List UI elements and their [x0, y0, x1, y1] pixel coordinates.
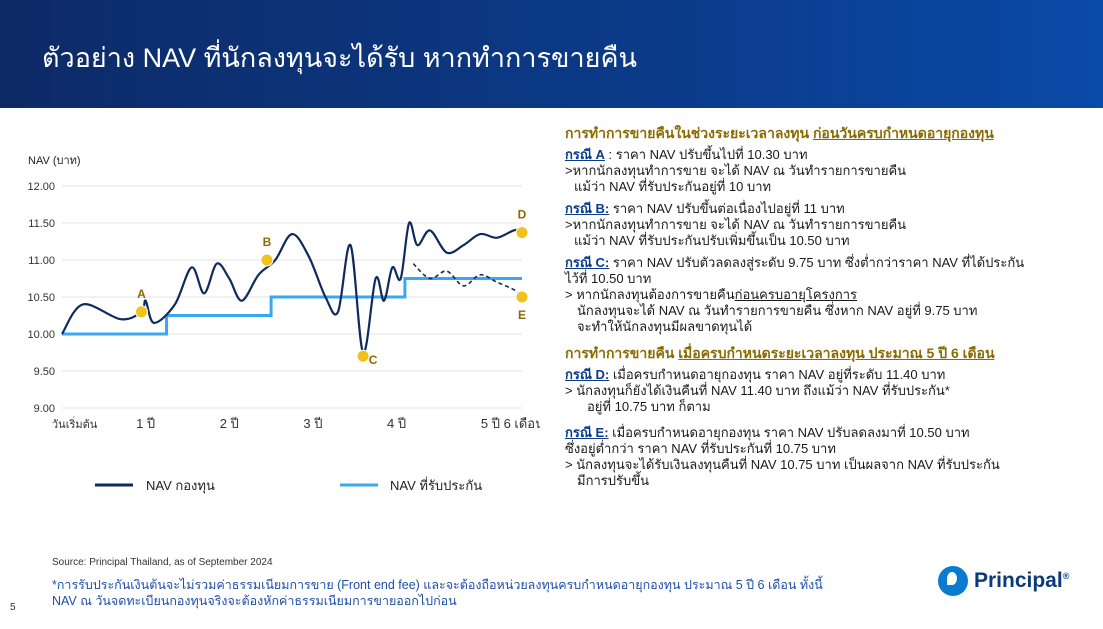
source-note: Source: Principal Thailand, as of Septem…	[52, 557, 273, 568]
legend-nav-fund-label: NAV กองทุน	[146, 478, 215, 494]
principal-logo-icon	[938, 566, 968, 596]
scenario-e-dashed-line	[412, 263, 523, 298]
case-d-detail: > นักลงทุนก็ยังได้เงินคืนที่ NAV 11.40 บ…	[565, 383, 950, 398]
case-b-detail-2: แม้ว่า NAV ที่รับประกันปรับเพิ่มขึ้นเป็น…	[574, 233, 850, 248]
point-a-label: A	[137, 287, 146, 301]
page-number: 5	[10, 602, 16, 613]
logo-registered-mark: ®	[1062, 571, 1070, 581]
explanation-panel: การทำการขายคืนในช่วงระยะเวลาลงทุน ก่อนวั…	[565, 125, 1075, 489]
y-tick-label: 10.50	[27, 292, 55, 304]
series-nav-guaranteed-line	[62, 277, 522, 336]
case-e-detail-2: > นักลงทุนจะได้รับเงินลงทุนคืนที่ NAV 10…	[565, 457, 1000, 472]
legend: NAV กองทุน NAV ที่รับประกัน	[95, 477, 482, 494]
y-tick-label: 11.00	[28, 255, 55, 267]
x-tick-label: 1 ปี	[136, 416, 155, 431]
case-a-detail: >หากนักลงทุนทำการขาย จะได้ NAV ณ วันทำรา…	[565, 163, 907, 178]
point-c-label: C	[369, 353, 378, 367]
case-e-detail: ซึ่งอยู่ต่ำกว่า ราคา NAV ที่รับประกันที่…	[565, 441, 836, 456]
x-tick-label: 5 ปี 6 เดือน	[481, 416, 540, 431]
case-a-detail-2: แม้ว่า NAV ที่รับประกันอยู่ที่ 10 บาท	[574, 179, 772, 194]
y-tick-label: 12.00	[27, 181, 55, 193]
case-b-line: กรณี B: ราคา NAV ปรับขึ้นต่อเนื่องไปอยู่…	[565, 201, 845, 216]
case-c-label: กรณี C:	[565, 255, 610, 270]
section-at-maturity-heading: การทำการขายคืน เมื่อครบกำหนดระยะเวลาลงทุ…	[565, 345, 995, 361]
y-tick-label: 11.50	[28, 218, 55, 230]
footnote-line-1: *การรับประกันเงินต้นจะไม่รวมค่าธรรมเนียม…	[52, 578, 823, 592]
x-tick-label: 4 ปี	[387, 416, 406, 431]
point-d-label: D	[518, 208, 527, 222]
point-b-label: B	[263, 235, 272, 249]
guarantee-footnote: *การรับประกันเงินต้นจะไม่รวมค่าธรรมเนียม…	[52, 577, 823, 609]
x-tick-label: วันเริ่มต้น	[52, 416, 98, 431]
case-d-label: กรณี D:	[565, 367, 610, 382]
case-e-label: กรณี E:	[565, 425, 609, 440]
case-d-detail-2: อยู่ที่ 10.75 บาท ก็ตาม	[587, 399, 711, 414]
footnote-line-2: NAV ณ วันจดทะเบียนกองทุนจริงจะต้องหักค่า…	[52, 594, 457, 608]
case-c-detail: ไว้ที่ 10.50 บาท	[565, 271, 652, 286]
point-d-marker	[515, 226, 529, 240]
legend-nav-guaranteed-label: NAV ที่รับประกัน	[390, 477, 482, 493]
case-b-detail: >หากนักลงทุนทำการขาย จะได้ NAV ณ วันทำรา…	[565, 217, 907, 232]
case-c-detail-2: > หากนักลงทุนต้องการขายคืนก่อนครบอายุโคร…	[565, 287, 857, 302]
point-e-marker	[515, 290, 529, 304]
case-d-line: กรณี D: เมื่อครบกำหนดอายุกองทุน ราคา NAV…	[565, 367, 946, 382]
x-tick-label: 3 ปี	[303, 416, 322, 431]
case-c-detail-3: นักลงทุนจะได้ NAV ณ วันทำรายการขายคืน ซึ…	[577, 303, 978, 318]
y-tick-label: 9.00	[34, 403, 55, 415]
y-tick-label: 9.50	[34, 366, 55, 378]
x-tick-label: 2 ปี	[220, 416, 239, 431]
principal-logo: Principal®	[938, 566, 1069, 596]
case-e-line: กรณี E: เมื่อครบกำหนดอายุกองทุน ราคา NAV…	[565, 425, 970, 440]
nav-chart: NAV (บาท) 12.00 11.50 11.00 10.50 10.00 9.50 9…	[27, 155, 540, 494]
series-nav-fund-line	[61, 221, 523, 354]
logo-text: Principal	[974, 569, 1063, 592]
case-a-label: กรณี A	[565, 147, 605, 162]
y-axis-label: NAV (บาท)	[28, 155, 81, 167]
header-bar: ตัวอย่าง NAV ที่นักลงทุนจะได้รับ หากทำกา…	[0, 0, 1103, 108]
case-b-label: กรณี B:	[565, 201, 610, 216]
point-c-marker	[356, 349, 370, 363]
case-c-line: กรณี C: ราคา NAV ปรับตัวลดลงสู่ระดับ 9.7…	[565, 255, 1025, 270]
case-a-line: กรณี A : ราคา NAV ปรับขึ้นไปที่ 10.30 บา…	[565, 147, 808, 162]
point-e-label: E	[518, 308, 526, 322]
y-tick-label: 10.00	[27, 329, 55, 341]
point-b-marker	[260, 253, 274, 267]
point-a-marker	[134, 305, 148, 319]
case-c-detail-4: จะทำให้นักลงทุนมีผลขาดทุนได้	[577, 319, 753, 334]
case-e-detail-3: มีการปรับขึ้น	[577, 473, 649, 488]
page-title: ตัวอย่าง NAV ที่นักลงทุนจะได้รับ หากทำกา…	[42, 43, 637, 73]
section-before-maturity-heading: การทำการขายคืนในช่วงระยะเวลาลงทุน ก่อนวั…	[565, 125, 994, 141]
